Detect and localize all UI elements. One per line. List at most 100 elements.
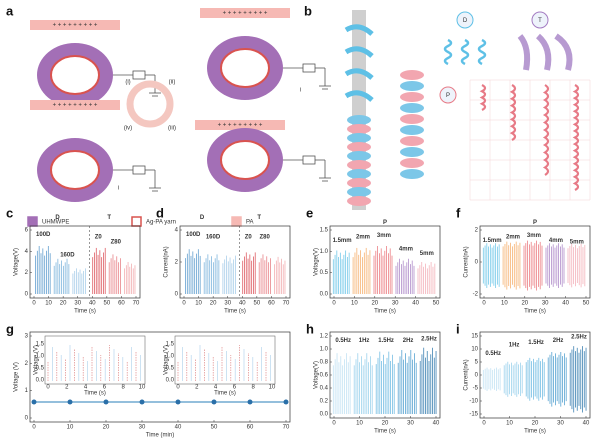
cycle — [126, 80, 174, 128]
annotation: 2Hz — [553, 338, 564, 344]
x-axis-label: Time (s) — [374, 429, 396, 435]
badge-label: T — [538, 18, 542, 24]
spring — [542, 84, 550, 176]
legend-swatch — [231, 216, 242, 227]
inset-frame — [44, 335, 146, 385]
x-tick-label: 20 — [371, 301, 378, 307]
legend-swatch — [131, 216, 142, 227]
pa-layer — [30, 100, 120, 110]
x-tick-label: 40 — [412, 301, 419, 307]
y-axis-label: Current(nA) — [464, 359, 470, 390]
inset-y-label: Voltage (V) — [34, 345, 40, 375]
x-tick-label: 40 — [433, 421, 440, 427]
inset-x-label: Time (s) — [214, 391, 236, 397]
braid — [400, 125, 424, 135]
spring — [477, 38, 487, 66]
panel-label: h — [306, 321, 314, 336]
inset-x-tick-label: 4 — [84, 385, 88, 391]
annotation: 100D — [186, 232, 201, 238]
panel-label: d — [156, 205, 164, 220]
annotation: 2.5Hz — [571, 335, 587, 341]
braid — [347, 187, 371, 197]
badge-label: P — [446, 93, 450, 99]
x-tick-label: 30 — [407, 421, 414, 427]
inset-x-tick-label: 0 — [176, 385, 180, 391]
braid — [400, 136, 424, 146]
panel-label: a — [6, 3, 14, 18]
x-tick-label: 50 — [583, 301, 590, 307]
braid — [400, 169, 424, 179]
y-tick-label: 3 — [25, 334, 29, 340]
charges: + + + + + + + + + — [218, 123, 263, 129]
x-tick-label: 30 — [139, 425, 146, 431]
inset-x-tick-label: 4 — [214, 385, 218, 391]
point — [103, 399, 109, 405]
annotation: D — [55, 215, 60, 221]
annotation: 1Hz — [509, 342, 520, 348]
charges: + + + + + + + + + — [53, 103, 98, 109]
pa-layer — [30, 20, 120, 30]
inset-x-tick-label: 6 — [103, 385, 107, 391]
resistor — [132, 70, 146, 80]
plot-frame — [329, 225, 441, 299]
annotation: P — [533, 220, 537, 226]
y-tick-label: 4 — [175, 228, 179, 234]
inset-x-tick-label: 8 — [122, 385, 126, 391]
y-tick-label: 4 — [25, 249, 29, 255]
annotation: 2.5Hz — [421, 336, 437, 342]
current-label: i — [300, 88, 301, 94]
x-tick-label: 0 — [32, 425, 36, 431]
resistor — [302, 63, 316, 73]
x-tick-label: 20 — [382, 421, 389, 427]
inner-core — [220, 48, 270, 88]
x-tick-label: 0 — [482, 301, 486, 307]
y-tick-label: 0 — [475, 373, 479, 379]
inset-x-tick-label: 0 — [46, 385, 50, 391]
current-label: i — [118, 186, 119, 192]
x-tick-label: 40 — [562, 301, 569, 307]
inset-x-tick-label: 8 — [252, 385, 256, 391]
badge — [439, 86, 457, 104]
inset-y-tick-label: 0.0 — [36, 378, 45, 384]
x-tick-label: 20 — [521, 301, 528, 307]
annotation: 1.5mm — [483, 238, 502, 244]
inset-y-tick-label: 1.5 — [166, 342, 175, 348]
charges: + + + + + + + + + — [53, 23, 98, 29]
braid — [400, 147, 424, 157]
spring — [460, 38, 470, 66]
y-tick-label: 15 — [471, 334, 478, 340]
inset-y-label: Voltage (V) — [164, 345, 170, 375]
annotation: 3mm — [377, 233, 391, 239]
y-axis-label: Current(nA) — [464, 246, 470, 277]
x-axis-label: Time (s) — [524, 309, 546, 315]
annotation: 100D — [36, 232, 51, 238]
y-tick-label: 1.5 — [320, 228, 329, 234]
annotation: 0.5Hz — [335, 338, 351, 344]
legend-label: UHMWPE — [42, 220, 69, 226]
spring — [443, 38, 453, 66]
x-tick-label: 60 — [118, 301, 125, 307]
y-axis-label: Current(nA) — [164, 246, 170, 277]
x-tick-label: 50 — [254, 301, 261, 307]
braid — [400, 70, 424, 80]
inner-core — [50, 150, 100, 190]
annotation: 1.5Hz — [528, 340, 544, 346]
point — [283, 399, 289, 405]
annotation: 4mm — [399, 247, 413, 253]
annotation: 2mm — [506, 234, 520, 240]
annotation: T — [107, 215, 111, 221]
pa-layer — [195, 120, 285, 130]
x-tick-label: 70 — [133, 301, 140, 307]
helix — [344, 68, 374, 80]
y-tick-label: 5 — [475, 360, 479, 366]
x-tick-label: 0 — [332, 421, 336, 427]
cycle-step: (iv) — [124, 126, 132, 132]
y-tick-label: -5 — [473, 386, 479, 392]
x-axis-label: Time (s) — [374, 309, 396, 315]
braid — [347, 115, 371, 125]
inset-y-tick-label: 0.0 — [166, 378, 175, 384]
braid — [347, 151, 371, 161]
braid — [347, 160, 371, 170]
spring — [479, 84, 487, 111]
